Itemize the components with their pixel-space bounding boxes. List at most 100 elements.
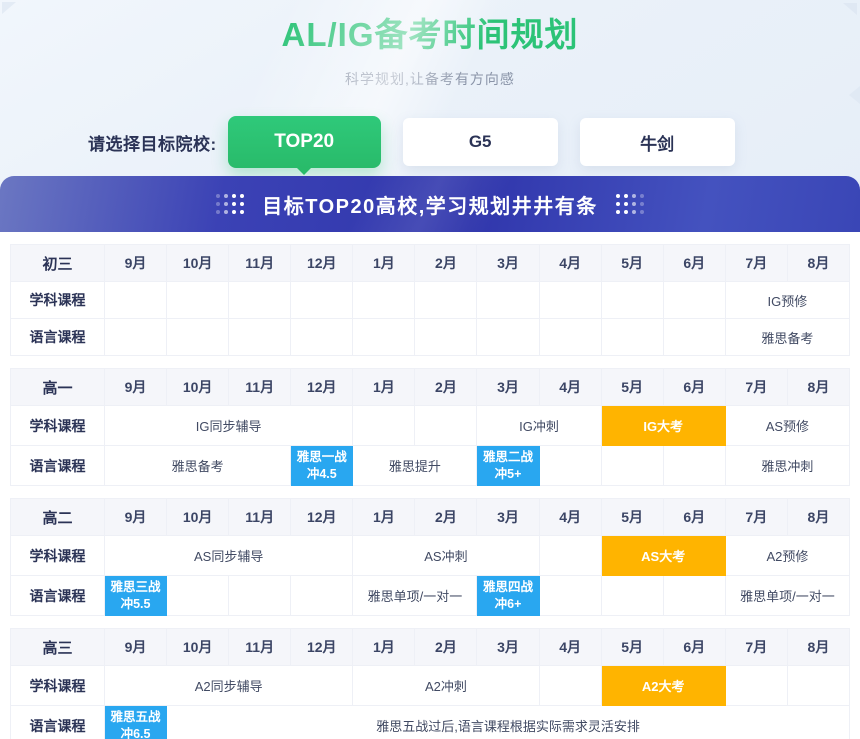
- month-header: 11月: [228, 628, 292, 666]
- month-header: 3月: [476, 244, 540, 282]
- row-label: 语言课程: [10, 445, 105, 486]
- hero-section: AL/IG备考时间规划 科学规划,让备考有方向感 请选择目标院校: TOP20 …: [0, 0, 860, 232]
- plan-cell: 雅思备考: [103, 445, 292, 486]
- cell-line-2: 冲5+: [494, 466, 522, 481]
- cell-line-2: 冲6+: [494, 596, 522, 611]
- school-tab-g5[interactable]: G5: [402, 118, 558, 166]
- cell-line-1: 雅思二战: [483, 449, 534, 464]
- cell-line-2: 冲6.5: [120, 726, 151, 739]
- school-tab-top20[interactable]: TOP20: [227, 116, 381, 168]
- empty-cell: [538, 445, 602, 486]
- month-header: 12月: [290, 244, 354, 282]
- month-header: 6月: [662, 244, 726, 282]
- plan-table-高一: 高一 9月 10月 11月 12月 1月 2月 3月 4月 5月 6月 7月 8月 学科课程 IG同步辅导 I…: [10, 368, 851, 486]
- empty-cell: [290, 318, 354, 356]
- month-header: 10月: [166, 628, 230, 666]
- empty-cell: [166, 318, 230, 356]
- empty-cell: [414, 281, 478, 319]
- month-header: 8月: [786, 498, 851, 536]
- month-header: 4月: [538, 628, 602, 666]
- month-header: 11月: [228, 244, 292, 282]
- plan-cell: AS预修: [724, 405, 851, 446]
- plan-cell: 雅思冲刺: [724, 445, 851, 486]
- grade-label: 高三: [10, 628, 105, 666]
- month-header: 6月: [662, 628, 726, 666]
- month-header: 1月: [352, 368, 416, 406]
- month-header: 2月: [414, 498, 478, 536]
- plan-banner: 目标TOP20高校,学习规划井井有条: [0, 176, 860, 232]
- month-header: 1月: [352, 628, 416, 666]
- empty-cell: [103, 281, 168, 319]
- month-header: 10月: [166, 368, 230, 406]
- month-header: 6月: [662, 368, 726, 406]
- empty-cell: [290, 575, 354, 616]
- empty-cell: [228, 318, 292, 356]
- plan-cell: A2同步辅导: [103, 665, 354, 706]
- exam-cell: AS大考: [600, 535, 726, 576]
- grade-label: 高二: [10, 498, 105, 536]
- plan-cell: 雅思五战过后,语言课程根据实际需求灵活安排: [166, 705, 850, 739]
- plan-cell: IG预修: [724, 281, 851, 319]
- month-header: 12月: [290, 368, 354, 406]
- empty-cell: [414, 318, 478, 356]
- month-header: 10月: [166, 244, 230, 282]
- month-header: 8月: [786, 368, 851, 406]
- month-header: 10月: [166, 498, 230, 536]
- plan-tables: 初三 9月 10月 11月 12月 1月 2月 3月 4月 5月 6月 7月 8月 学科课程 IG预修 语言课…: [0, 232, 860, 739]
- empty-cell: [290, 281, 354, 319]
- table-row: 语言课程 雅思五战冲6.5 雅思五战过后,语言课程根据实际需求灵活安排: [10, 705, 850, 739]
- plan-cell: 雅思单项/一对一: [352, 575, 478, 616]
- grade-label: 高一: [10, 368, 105, 406]
- month-header: 3月: [476, 368, 540, 406]
- empty-cell: [538, 281, 602, 319]
- month-header: 5月: [600, 244, 664, 282]
- month-header: 9月: [103, 368, 168, 406]
- month-header: 7月: [724, 498, 788, 536]
- row-label: 语言课程: [10, 705, 105, 739]
- page-subtitle: 科学规划,让备考有方向感: [345, 71, 515, 87]
- ielts-milestone-cell: 雅思一战 冲4.5: [290, 445, 354, 486]
- school-selector: 请选择目标院校: TOP20 G5 牛剑: [0, 116, 860, 168]
- table-row: 学科课程 IG预修: [10, 281, 851, 319]
- cell-line-2: 冲5.5: [120, 596, 151, 611]
- cell-line-1: 雅思五战: [110, 709, 161, 724]
- month-header: 9月: [103, 498, 168, 536]
- month-header: 7月: [724, 628, 788, 666]
- month-header: 9月: [103, 628, 168, 666]
- empty-cell: [724, 665, 788, 706]
- plan-cell: IG冲刺: [476, 405, 602, 446]
- month-header: 7月: [724, 244, 788, 282]
- empty-cell: [352, 318, 416, 356]
- table-row: 学科课程 IG同步辅导 IG冲刺 IG大考 AS预修: [10, 405, 851, 446]
- month-header: 12月: [290, 628, 354, 666]
- month-header: 4月: [538, 368, 602, 406]
- ielts-milestone-cell: 雅思四战 冲6+: [476, 575, 540, 616]
- cell-line-1: 雅思一战: [296, 449, 347, 464]
- empty-cell: [600, 281, 664, 319]
- row-label: 学科课程: [10, 665, 105, 706]
- month-header: 4月: [538, 244, 602, 282]
- exam-cell: A2大考: [600, 665, 726, 706]
- banner-title: 目标TOP20高校,学习规划井井有条: [262, 195, 598, 218]
- month-header: 11月: [228, 498, 292, 536]
- month-header: 3月: [476, 628, 540, 666]
- empty-cell: [228, 281, 292, 319]
- header-row: 高二 9月 10月 11月 12月 1月 2月 3月 4月 5月 6月 7月 8月: [10, 498, 851, 536]
- plan-cell: 雅思备考: [724, 318, 851, 356]
- row-label: 学科课程: [10, 281, 105, 319]
- empty-cell: [600, 445, 664, 486]
- school-tab-oxbridge[interactable]: 牛剑: [579, 118, 735, 166]
- month-header: 3月: [476, 498, 540, 536]
- empty-cell: [103, 318, 168, 356]
- plan-table-初三: 初三 9月 10月 11月 12月 1月 2月 3月 4月 5月 6月 7月 8月 学科课程 IG预修 语言课…: [10, 244, 851, 356]
- month-header: 7月: [724, 368, 788, 406]
- plan-cell: 雅思提升: [352, 445, 478, 486]
- header-row: 高一 9月 10月 11月 12月 1月 2月 3月 4月 5月 6月 7月 8月: [10, 368, 851, 406]
- empty-cell: [352, 281, 416, 319]
- corner-decoration-icon: [843, 3, 857, 15]
- empty-cell: [600, 575, 664, 616]
- month-header: 1月: [352, 244, 416, 282]
- empty-cell: [662, 281, 726, 319]
- table-row: 语言课程 雅思备考: [10, 318, 851, 356]
- month-header: 1月: [352, 498, 416, 536]
